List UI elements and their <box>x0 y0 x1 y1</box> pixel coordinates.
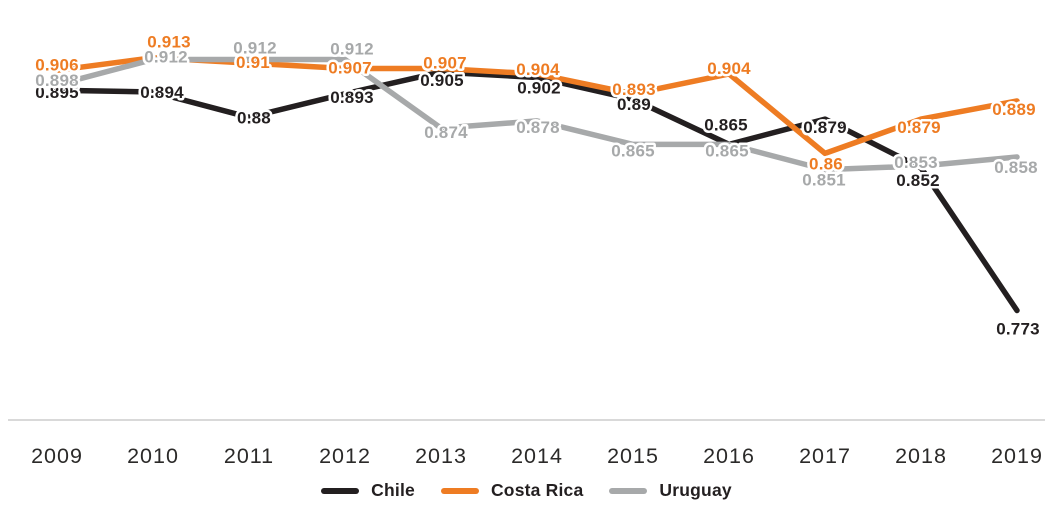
legend-label: Chile <box>371 480 415 500</box>
value-label-uruguay-2009: 0.898 <box>35 71 79 90</box>
value-label-chile-2013: 0.905 <box>420 71 464 90</box>
x-tick-label-2014: 2014 <box>511 444 563 468</box>
value-label-chile-2009: 0.895 <box>35 83 79 102</box>
legend-label: Uruguay <box>659 480 732 500</box>
value-label-chile-2019: 0.773 <box>996 320 1040 339</box>
value-label-uruguay-2017: 0.851 <box>802 171 846 190</box>
x-tick-label-2010: 2010 <box>127 444 179 468</box>
x-tick-label-2013: 2013 <box>415 444 467 468</box>
series-line-uruguay <box>54 56 1020 173</box>
value-label-chile-2017: 0.879 <box>803 118 847 137</box>
value-label-uruguay-2018: 0.853 <box>894 153 938 172</box>
value-label-chile-2016: 0.865 <box>704 115 748 134</box>
legend-swatch-uruguay <box>609 487 648 494</box>
value-label-costa-rica-2018: 0.879 <box>897 118 941 137</box>
value-label-costa-rica-2009: 0.906 <box>35 55 79 74</box>
x-tick-label-2011: 2011 <box>224 444 274 468</box>
value-label-chile-2014: 0.902 <box>517 79 561 98</box>
series-line-chile <box>54 69 1020 314</box>
x-tick-label-2016: 2016 <box>703 444 755 468</box>
legend-label: Costa Rica <box>490 480 584 500</box>
value-label-costa-rica-2013: 0.907 <box>423 54 467 73</box>
value-label-chile-2018: 0.852 <box>896 171 940 190</box>
value-label-uruguay-2012: 0.912 <box>330 39 374 58</box>
legend-swatch-chile <box>321 487 360 494</box>
value-label-costa-rica-2015: 0.893 <box>612 80 656 99</box>
value-label-costa-rica-2014: 0.904 <box>516 60 560 79</box>
value-label-chile-2012: 0.893 <box>330 88 374 107</box>
legend-swatch-costa-rica <box>440 487 479 494</box>
value-label-chile-2011: 0.88 <box>237 108 271 127</box>
legend: Chile Costa Rica Uruguay <box>0 480 1053 501</box>
value-label-uruguay-2016: 0.865 <box>705 141 749 160</box>
value-label-costa-rica-2019: 0.889 <box>992 100 1036 119</box>
value-label-costa-rica-2010: 0.913 <box>147 33 191 52</box>
legend-item-costa-rica: Costa Rica <box>440 480 584 501</box>
legend-item-uruguay: Uruguay <box>609 480 732 501</box>
value-label-chile-2010: 0.894 <box>140 83 184 102</box>
value-label-uruguay-2019: 0.858 <box>994 158 1038 177</box>
value-label-uruguay-2014: 0.878 <box>516 118 560 137</box>
value-label-costa-rica-2011: 0.91 <box>236 53 270 72</box>
value-label-uruguay-2010: 0.912 <box>144 47 188 66</box>
x-tick-label-2009: 2009 <box>31 444 83 468</box>
legend-item-chile: Chile <box>321 480 415 501</box>
value-label-uruguay-2015: 0.865 <box>611 141 655 160</box>
x-tick-label-2015: 2015 <box>607 444 659 468</box>
value-label-costa-rica-2017: 0.86 <box>809 154 843 173</box>
x-tick-label-2019: 2019 <box>991 444 1043 468</box>
value-label-chile-2015: 0.89 <box>617 95 651 114</box>
value-label-costa-rica-2012: 0.907 <box>328 59 372 78</box>
value-label-uruguay-2013: 0.874 <box>424 123 468 142</box>
x-tick-label-2017: 2017 <box>799 444 851 468</box>
value-label-costa-rica-2016: 0.904 <box>707 59 751 78</box>
plot-area: 0.895 0.894 0.88 0.893 0.905 0.902 0.89 0.865 0.… <box>8 32 1045 468</box>
value-label-uruguay-2011: 0.912 <box>233 38 277 57</box>
x-tick-label-2018: 2018 <box>895 444 947 468</box>
x-tick-label-2012: 2012 <box>319 444 371 468</box>
